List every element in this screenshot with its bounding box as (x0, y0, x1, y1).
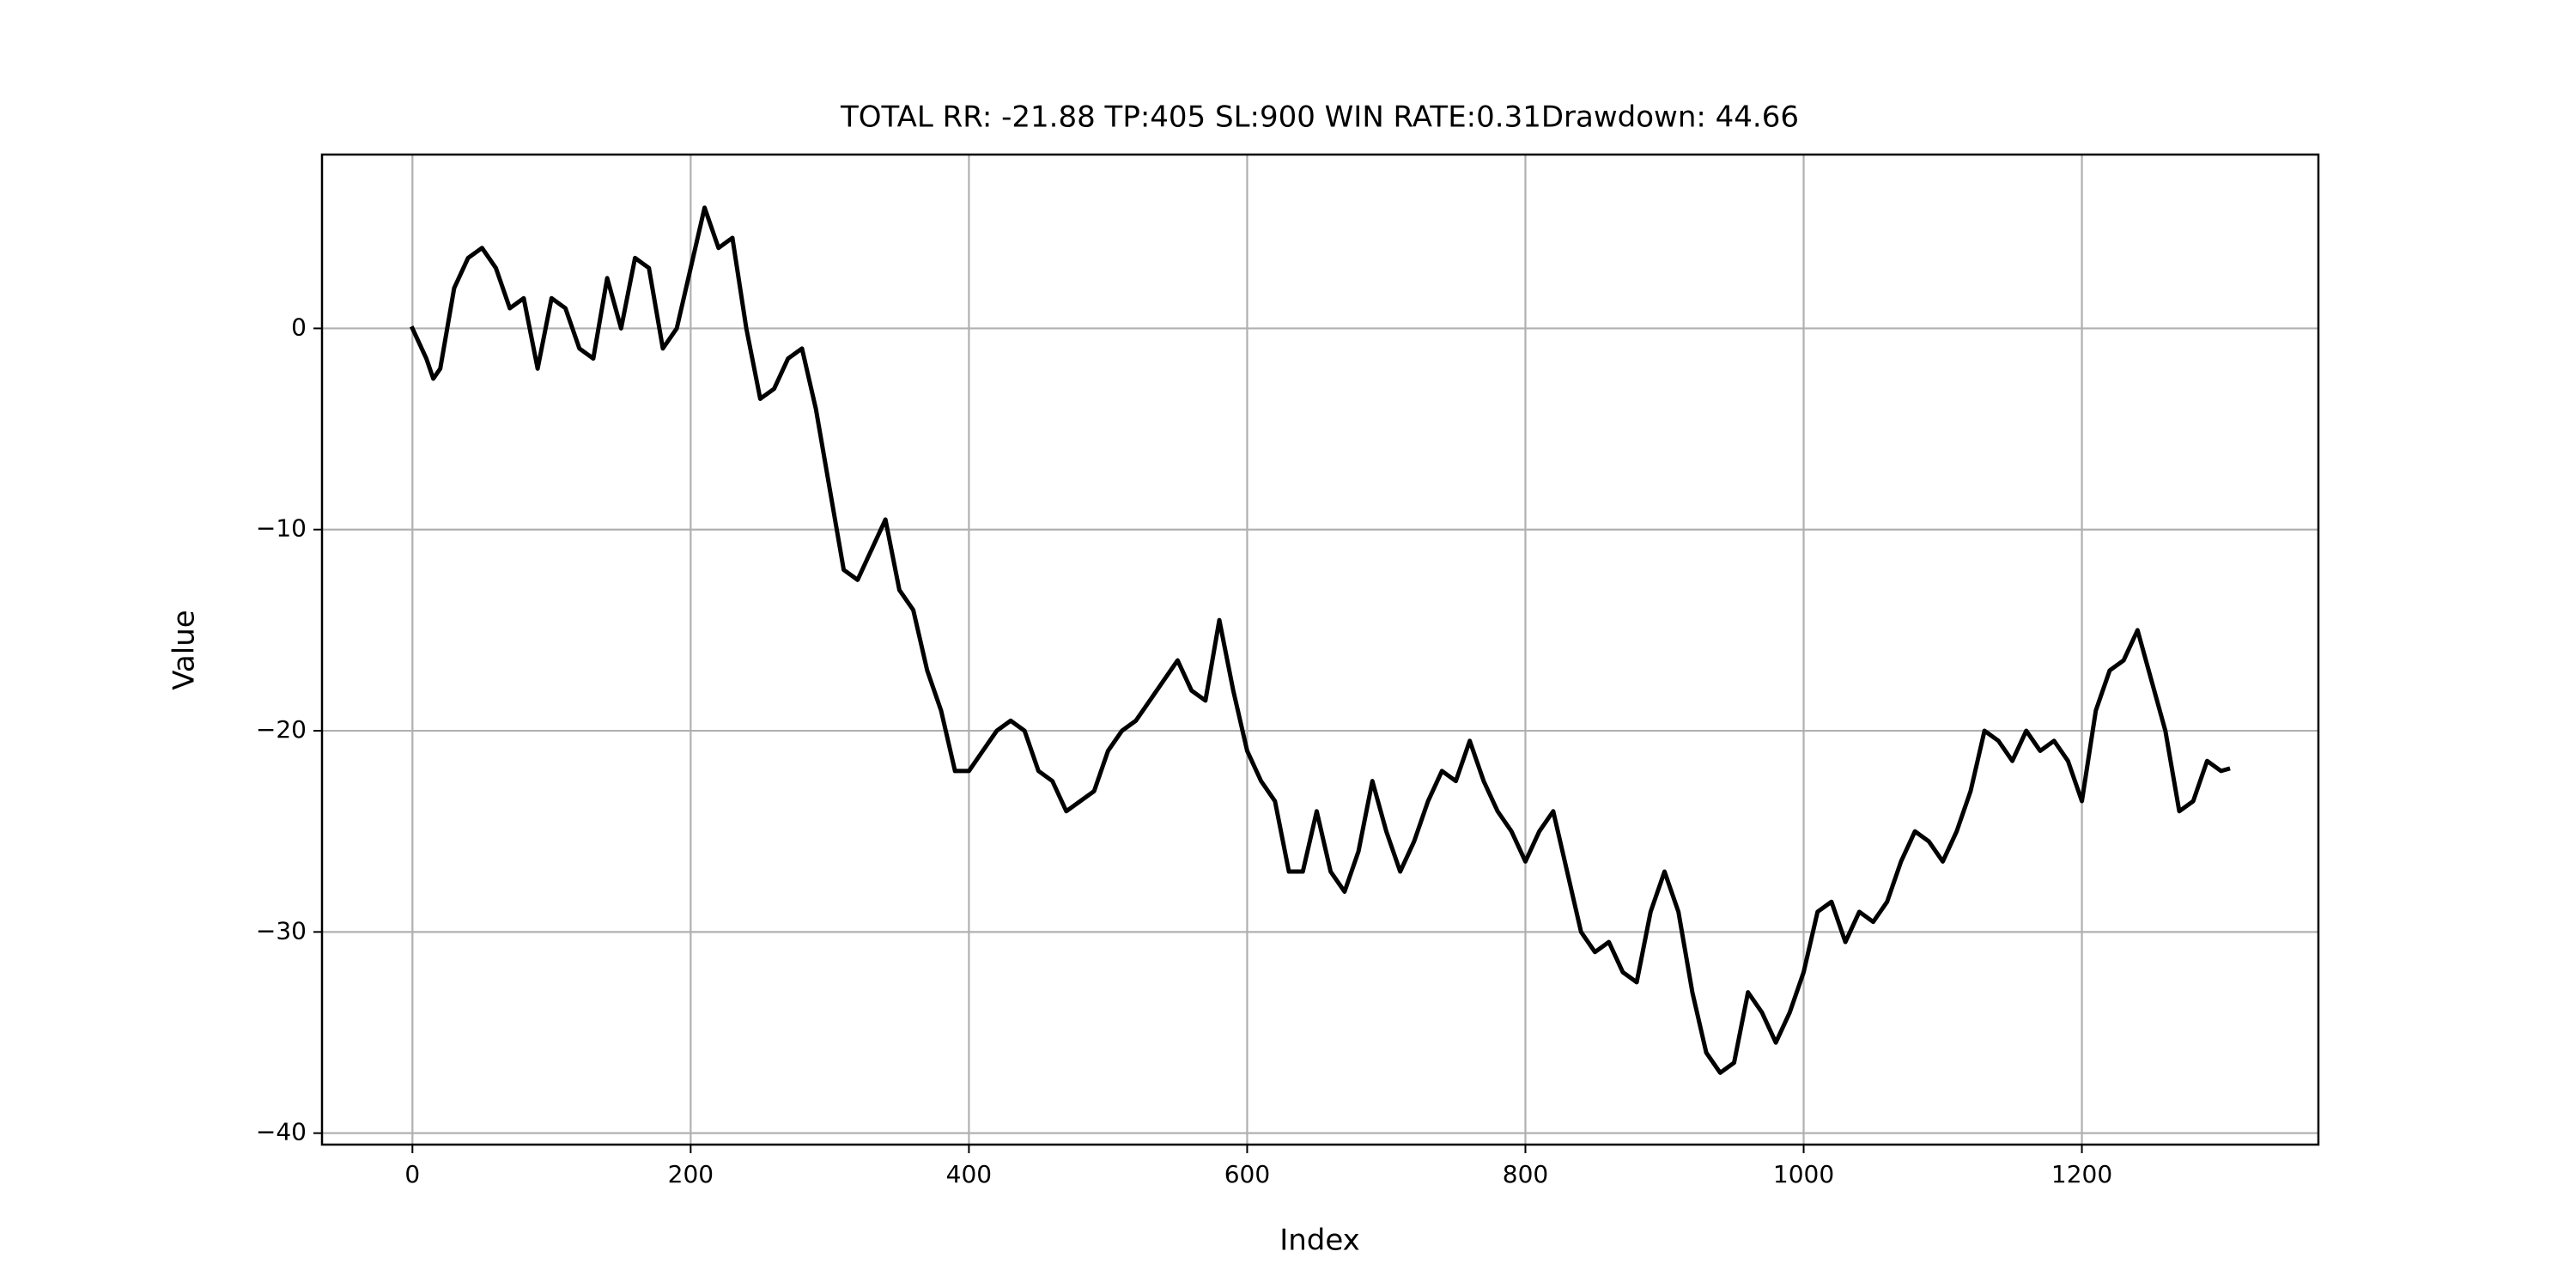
x-tick-label: 200 (668, 1160, 714, 1188)
x-axis-label: Index (1279, 1224, 1360, 1258)
line-series (409, 205, 2231, 1075)
y-tick-label: 0 (291, 313, 307, 341)
y-tick-label: −10 (256, 514, 307, 543)
x-tick-label: 0 (404, 1160, 420, 1188)
x-tick-label: 600 (1224, 1160, 1270, 1188)
x-tick-label: 400 (946, 1160, 992, 1188)
y-tick-label: −40 (256, 1118, 307, 1146)
x-tick-label: 800 (1503, 1160, 1548, 1188)
y-tick-label: −30 (256, 916, 307, 945)
chart-title: TOTAL RR: -21.88 TP:405 SL:900 WIN RATE:… (840, 100, 1799, 135)
x-tick-label: 1000 (1773, 1160, 1834, 1188)
y-tick-label: −20 (256, 715, 307, 744)
plot-frame (320, 153, 2320, 1146)
y-axis-label: Value (167, 610, 202, 690)
x-tick-label: 1200 (2051, 1160, 2112, 1188)
